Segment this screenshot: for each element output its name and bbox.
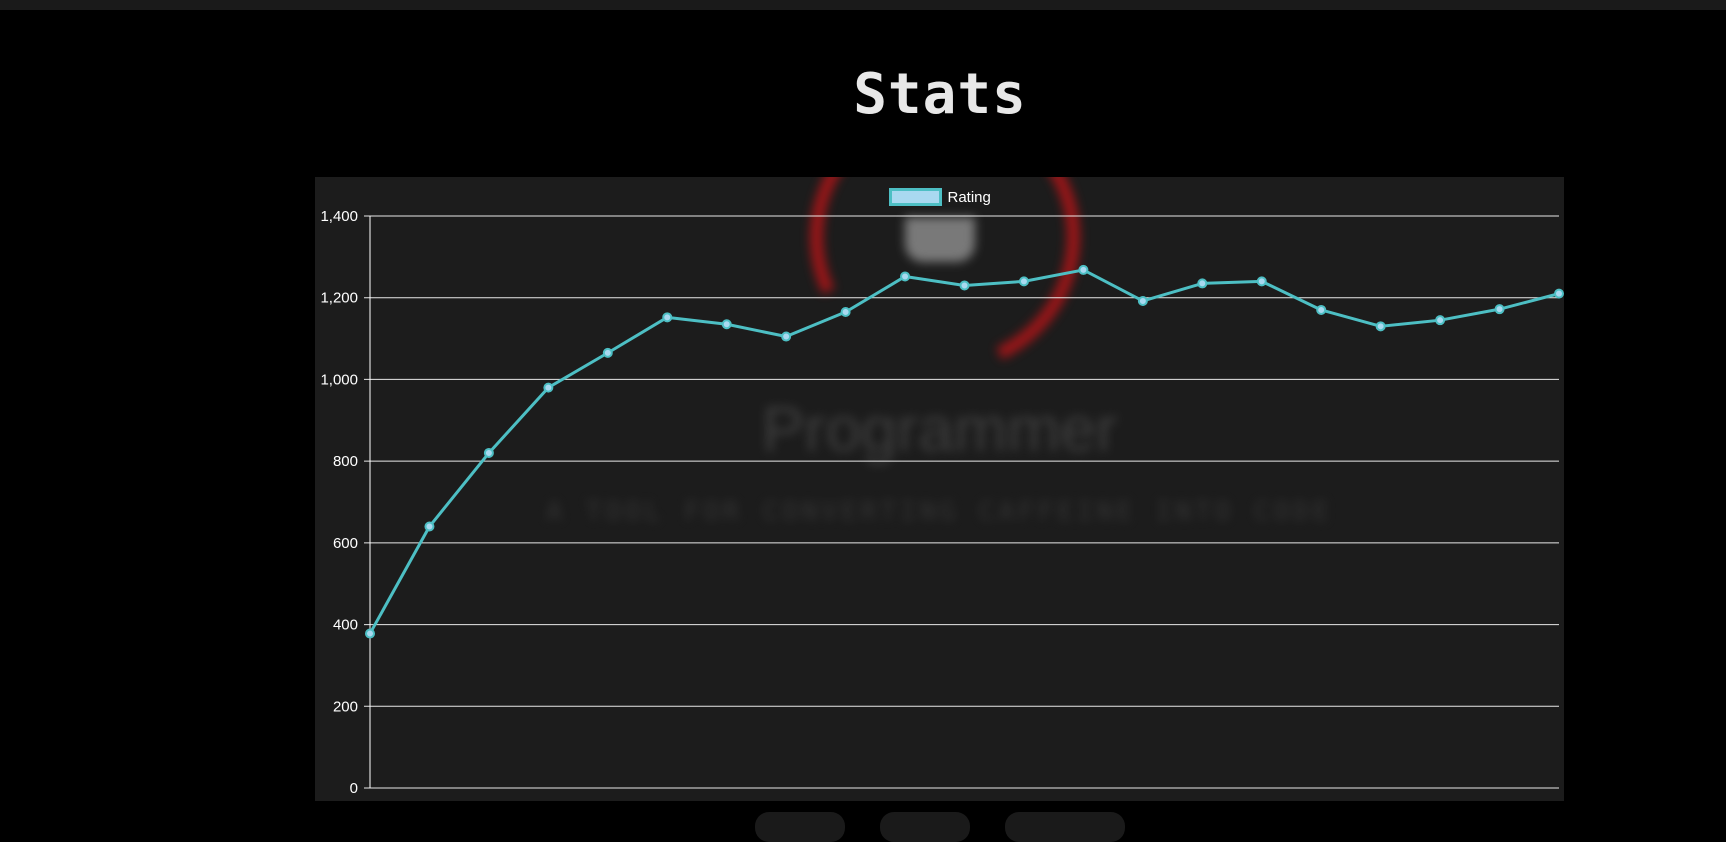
y-tick-label: 200 [333,698,358,715]
legend-swatch-rating [889,188,942,206]
data-point-14 [1197,278,1208,289]
y-tick-label: 1,200 [320,290,358,307]
data-point-12 [1078,264,1089,275]
data-point-17 [1375,321,1386,332]
top-bar [0,0,1726,10]
data-point-0 [365,628,375,639]
data-point-18 [1435,315,1446,326]
bottom-nav-pill-2[interactable] [880,812,970,842]
data-point-6 [721,319,732,330]
data-point-5 [662,312,673,323]
data-point-20 [1554,288,1564,299]
bottom-nav-pill-3[interactable] [1005,812,1125,842]
y-tick-label: 800 [333,453,358,470]
data-point-19 [1494,304,1505,315]
data-point-3 [543,382,554,393]
data-point-9 [900,271,911,282]
y-tick-label: 1,400 [320,208,358,225]
data-point-13 [1137,295,1148,306]
page-title: Stats [853,62,1027,127]
data-point-1 [424,521,435,532]
y-tick-label: 0 [350,780,358,797]
data-point-16 [1316,304,1327,315]
y-tick-label: 1,000 [320,371,358,388]
data-point-11 [1018,276,1029,287]
y-tick-label: 400 [333,617,358,634]
rating-chart-panel: Programmer A TOOL FOR CONVERTING CAFFEIN… [315,177,1564,801]
data-point-10 [959,280,970,291]
rating-line-chart: 0 200 400 600 800 1,000 1,200 1,400 Rating [320,188,1564,797]
y-tick-label: 600 [333,535,358,552]
bottom-nav-pill-1[interactable] [755,812,845,842]
legend-label-rating: Rating [948,189,991,206]
data-point-8 [840,307,851,318]
data-point-2 [483,447,494,458]
data-point-15 [1256,276,1267,287]
data-point-4 [602,347,613,358]
data-point-7 [781,331,792,342]
